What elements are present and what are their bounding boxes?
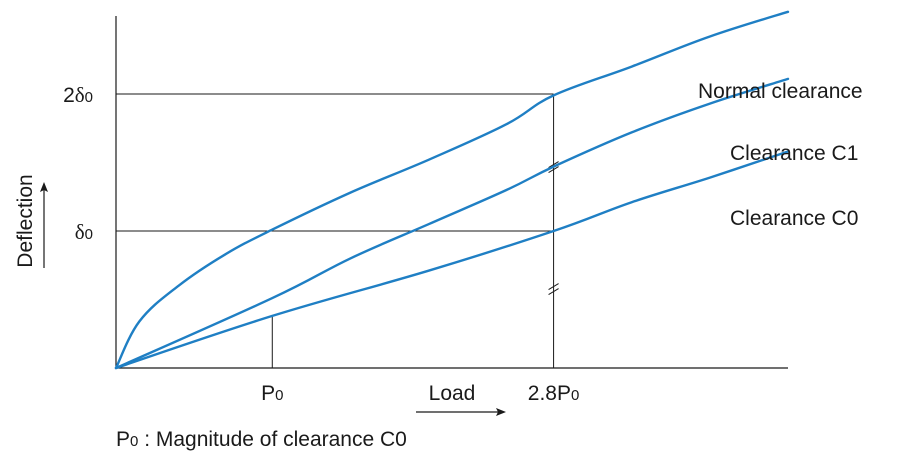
series-line-clearance-c1 — [114, 77, 790, 370]
x-axis-arrow — [416, 408, 506, 416]
series-line-clearance-c0 — [114, 150, 790, 370]
text-layer: Normal clearance Clearance C1 Clearance C0… — [14, 80, 863, 451]
series-line-normal-clearance — [114, 10, 790, 370]
x-axis-label: Load — [429, 382, 476, 405]
series-layer — [114, 10, 790, 370]
x-tick-label: 2.8P0 — [528, 382, 580, 405]
y-tick-label: δ0 — [75, 220, 93, 244]
break-mark — [548, 283, 559, 295]
x-tick-label: P0 — [261, 382, 283, 405]
footnote: P0 : Magnitude of clearance C0 — [116, 428, 407, 451]
y-axis-label: Deflection — [14, 174, 37, 267]
reference-lines — [116, 93, 559, 368]
series-label-clearance-c1: Clearance C1 — [730, 142, 858, 165]
y-tick-label: 2δ0 — [63, 83, 93, 107]
break-mark — [548, 161, 559, 174]
axes — [115, 16, 788, 369]
series-label-normal-clearance: Normal clearance — [698, 80, 863, 103]
series-label-clearance-c0: Clearance C0 — [730, 207, 858, 230]
y-axis-arrow — [40, 182, 48, 268]
